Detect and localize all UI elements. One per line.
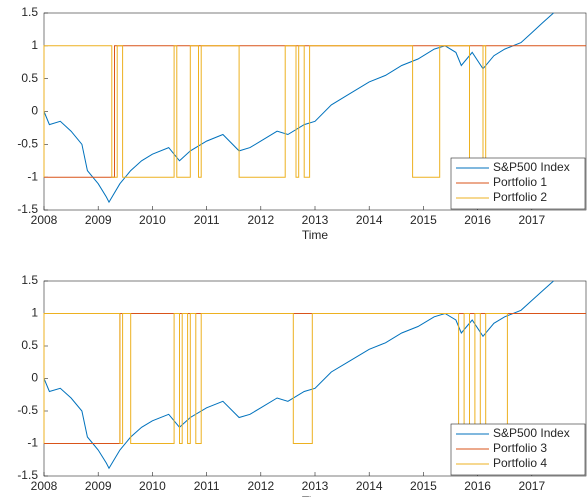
x-tick-label: 2011	[194, 213, 220, 227]
x-tick-label: 2015	[410, 213, 437, 227]
x-tick-label: 2016	[464, 479, 491, 493]
x-tick-label: 2011	[194, 479, 220, 493]
y-tick-label: -1.5	[17, 468, 38, 482]
x-axis-label: Time	[302, 494, 329, 497]
y-tick-label: -1.5	[17, 202, 38, 216]
y-tick-label: 1.5	[21, 5, 38, 19]
x-tick-label: 2015	[410, 479, 437, 493]
series-line	[43, 313, 508, 444]
y-tick-label: -0.5	[17, 137, 38, 151]
x-tick-label: 2013	[302, 213, 329, 227]
series-line	[43, 280, 554, 470]
x-axis-label: Time	[302, 228, 329, 242]
x-tick-label: 2016	[464, 213, 491, 227]
x-tick-label: 2010	[139, 479, 166, 493]
y-tick-label: 1	[31, 306, 38, 320]
legend-label: Portfolio 4	[493, 456, 547, 470]
legend-label: Portfolio 3	[493, 441, 547, 455]
legend-label: S&P500 Index	[493, 160, 570, 174]
series-line	[43, 12, 554, 204]
y-tick-label: 1.5	[21, 273, 38, 287]
y-tick-label: 0	[31, 371, 38, 385]
x-tick-label: 2010	[139, 213, 166, 227]
y-tick-label: -1	[27, 436, 38, 450]
x-tick-label: 2012	[247, 479, 274, 493]
x-tick-label: 2014	[356, 213, 383, 227]
x-tick-label: 2008	[31, 213, 58, 227]
y-tick-label: 0.5	[21, 338, 38, 352]
x-tick-label: 2012	[247, 213, 274, 227]
y-tick-label: 1	[31, 38, 38, 52]
legend-label: Portfolio 1	[493, 175, 547, 189]
x-tick-label: 2013	[302, 479, 329, 493]
x-tick-label: 2009	[85, 213, 112, 227]
x-tick-label: 2009	[85, 479, 112, 493]
y-tick-label: -0.5	[17, 403, 38, 417]
y-tick-label: -1	[27, 169, 38, 183]
x-tick-label: 2017	[518, 479, 545, 493]
y-tick-label: 0	[31, 104, 38, 118]
legend-label: S&P500 Index	[493, 426, 570, 440]
x-tick-label: 2017	[518, 213, 545, 227]
series-line	[43, 45, 487, 178]
x-tick-label: 2008	[31, 479, 58, 493]
legend-label: Portfolio 2	[493, 190, 547, 204]
y-tick-label: 0.5	[21, 71, 38, 85]
x-tick-label: 2014	[356, 479, 383, 493]
